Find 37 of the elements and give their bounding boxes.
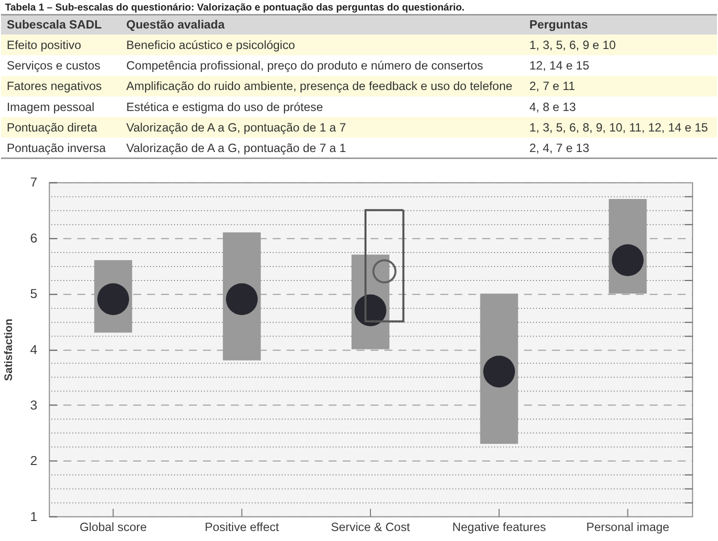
text: Pontuação inversa	[6, 140, 106, 155]
x-tick-label: Global score	[80, 520, 148, 534]
text: Tabela 1 – Sub-escalas do questionário: Valorização e pontuação das perguntas do questionário.	[4, 2, 465, 14]
text: Estética e estigma do uso de prótese	[126, 100, 324, 114]
x-tick-label: Positive effect	[204, 520, 280, 534]
y-tick-label: 4	[30, 342, 38, 357]
point	[483, 356, 516, 388]
text: Fatores negativos	[6, 79, 102, 94]
text: 1, 3, 5, 6, 9 e 10	[529, 38, 616, 52]
text: 12, 14 e 15	[529, 58, 590, 73]
text: Competência profissional, preço do produto e número de consertos	[126, 58, 484, 73]
text: 2, 7 e 11	[529, 79, 576, 94]
y-tick-label: 2	[30, 453, 38, 468]
text: Beneficio acústico e psicológico	[126, 38, 296, 52]
y-tick-label: 7	[30, 174, 38, 190]
text: Serviços e custos	[6, 58, 100, 73]
text: 2, 4, 7 e 13	[529, 140, 590, 155]
y-axis-title: Satisfaction	[3, 318, 16, 381]
y-tick-label: 1	[30, 508, 38, 524]
y-tick-label: 5	[30, 286, 38, 302]
text: Valorização de A a G, pontuação de 7 a 1	[126, 140, 346, 155]
text: Efeito positivo	[6, 38, 82, 52]
x-tick-label: Negative features	[452, 520, 546, 534]
category-label: Perguntas	[529, 18, 588, 32]
bar	[364, 209, 404, 322]
text: 4, 8 e 13	[529, 100, 576, 114]
category-label: Questão avaliada	[126, 18, 225, 32]
text: Valorização de A a G, pontuação de 1 a 7	[126, 120, 346, 134]
y-tick-label: 3	[30, 397, 38, 412]
x-tick-label: Personal image	[586, 520, 670, 534]
y-tick-label: 6	[30, 230, 38, 246]
text: Amplificação do ruido ambiente, presença de feedback e uso do telefone	[126, 79, 513, 94]
x-tick-label: Service & Cost	[330, 520, 411, 534]
text: Imagem pessoal	[6, 100, 94, 114]
text: 1, 3, 5, 6, 8, 9, 10, 11, 12, 14 e 15	[529, 120, 708, 134]
text: Pontuação direta	[6, 120, 98, 134]
category-label: Subescala SADL	[6, 18, 102, 32]
